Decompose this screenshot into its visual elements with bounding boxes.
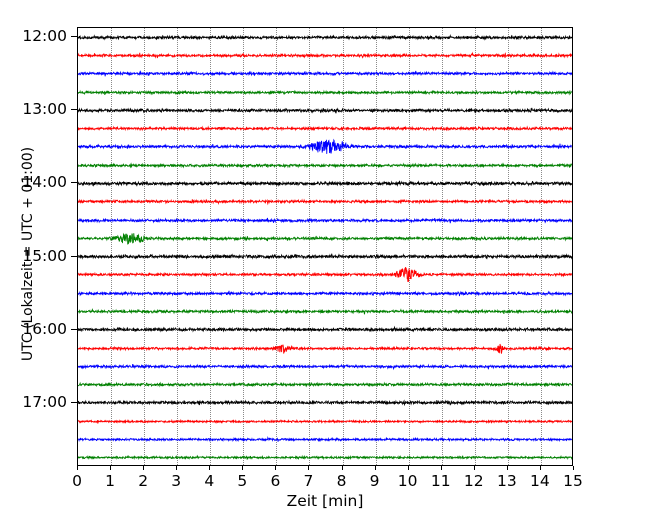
x-tick-label-11: 11	[430, 472, 451, 490]
trace-1615	[78, 341, 572, 356]
gridline-x-5	[243, 28, 245, 465]
x-tick-label-3: 3	[171, 472, 182, 490]
gridline-y-1700	[78, 402, 572, 404]
trace-1530	[78, 286, 572, 301]
x-tick-label-6: 6	[270, 472, 281, 490]
gridline-x-14	[540, 28, 542, 465]
x-tick-1	[110, 466, 112, 470]
y-tick-1500	[71, 255, 77, 257]
trace-1645	[78, 377, 572, 392]
gridline-x-13	[507, 28, 509, 465]
x-tick-13	[506, 466, 508, 470]
x-tick-label-12: 12	[463, 472, 484, 490]
x-tick-8	[341, 466, 343, 470]
trace-1745	[78, 450, 572, 465]
x-tick-6	[275, 466, 277, 470]
x-tick-9	[374, 466, 376, 470]
gridline-x-2	[144, 28, 146, 465]
trace-1245	[78, 85, 572, 100]
x-tick-2	[143, 466, 145, 470]
trace-1415	[78, 194, 572, 209]
trace-1200	[78, 30, 572, 45]
gridline-x-4	[210, 28, 212, 465]
plot-area	[77, 27, 573, 466]
y-tick-label-1300: 13:00	[22, 100, 67, 119]
trace-1445	[78, 231, 572, 246]
gridline-y-1600	[78, 329, 572, 331]
trace-1630	[78, 359, 572, 374]
y-axis-tick-labels: 12:00 13:00 14:00 15:00 16:00 17:00	[0, 0, 67, 520]
trace-1545	[78, 304, 572, 319]
x-tick-label-2: 2	[138, 472, 149, 490]
x-tick-label-10: 10	[397, 472, 418, 490]
x-tick-label-14: 14	[530, 472, 550, 490]
y-tick-1600	[71, 328, 77, 330]
y-tick-1700	[71, 401, 77, 403]
x-tick-label-13: 13	[496, 472, 517, 490]
gridline-x-9	[375, 28, 377, 465]
y-tick-1200	[71, 36, 77, 38]
gridline-x-10	[408, 28, 410, 465]
x-tick-label-7: 7	[303, 472, 314, 490]
y-tick-label-1200: 12:00	[22, 27, 67, 46]
trace-1515	[78, 267, 572, 282]
gridline-x-11	[441, 28, 443, 465]
x-tick-label-0: 0	[72, 472, 82, 490]
x-tick-label-5: 5	[237, 472, 248, 490]
y-tick-label-1600: 16:00	[22, 319, 67, 338]
gridline-x-3	[177, 28, 179, 465]
y-tick-label-1500: 15:00	[22, 246, 67, 265]
gridline-y-1500	[78, 256, 572, 258]
y-tick-label-1400: 14:00	[22, 173, 67, 192]
gridline-y-1300	[78, 110, 572, 112]
x-tick-7	[308, 466, 310, 470]
gridline-x-7	[309, 28, 311, 465]
x-tick-3	[176, 466, 178, 470]
trace-1430	[78, 213, 572, 228]
x-tick-12	[473, 466, 475, 470]
x-tick-0	[77, 466, 78, 470]
x-tick-label-9: 9	[369, 472, 380, 490]
trace-1345	[78, 158, 572, 173]
trace-1230	[78, 66, 572, 81]
x-tick-11	[440, 466, 442, 470]
trace-1315	[78, 121, 572, 136]
y-tick-label-1700: 17:00	[22, 392, 67, 411]
trace-1215	[78, 48, 572, 63]
x-tick-label-4: 4	[204, 472, 215, 490]
y-tick-1400	[71, 182, 77, 184]
trace-1730	[78, 432, 572, 447]
trace-1715	[78, 414, 572, 429]
x-tick-label-15: 15	[563, 472, 583, 490]
gridline-x-6	[276, 28, 278, 465]
gridline-x-1	[111, 28, 113, 465]
x-tick-15	[573, 466, 574, 470]
trace-1330	[78, 139, 572, 154]
x-tick-14	[539, 466, 541, 470]
x-tick-5	[242, 466, 244, 470]
x-tick-4	[209, 466, 211, 470]
y-tick-1300	[71, 109, 77, 111]
x-tick-label-1: 1	[105, 472, 115, 490]
gridline-y-1400	[78, 183, 572, 185]
gridline-x-8	[342, 28, 344, 465]
x-tick-10	[407, 466, 409, 470]
x-axis-label: Zeit [min]	[286, 492, 364, 510]
x-tick-label-8: 8	[336, 472, 347, 490]
gridline-x-12	[474, 28, 476, 465]
